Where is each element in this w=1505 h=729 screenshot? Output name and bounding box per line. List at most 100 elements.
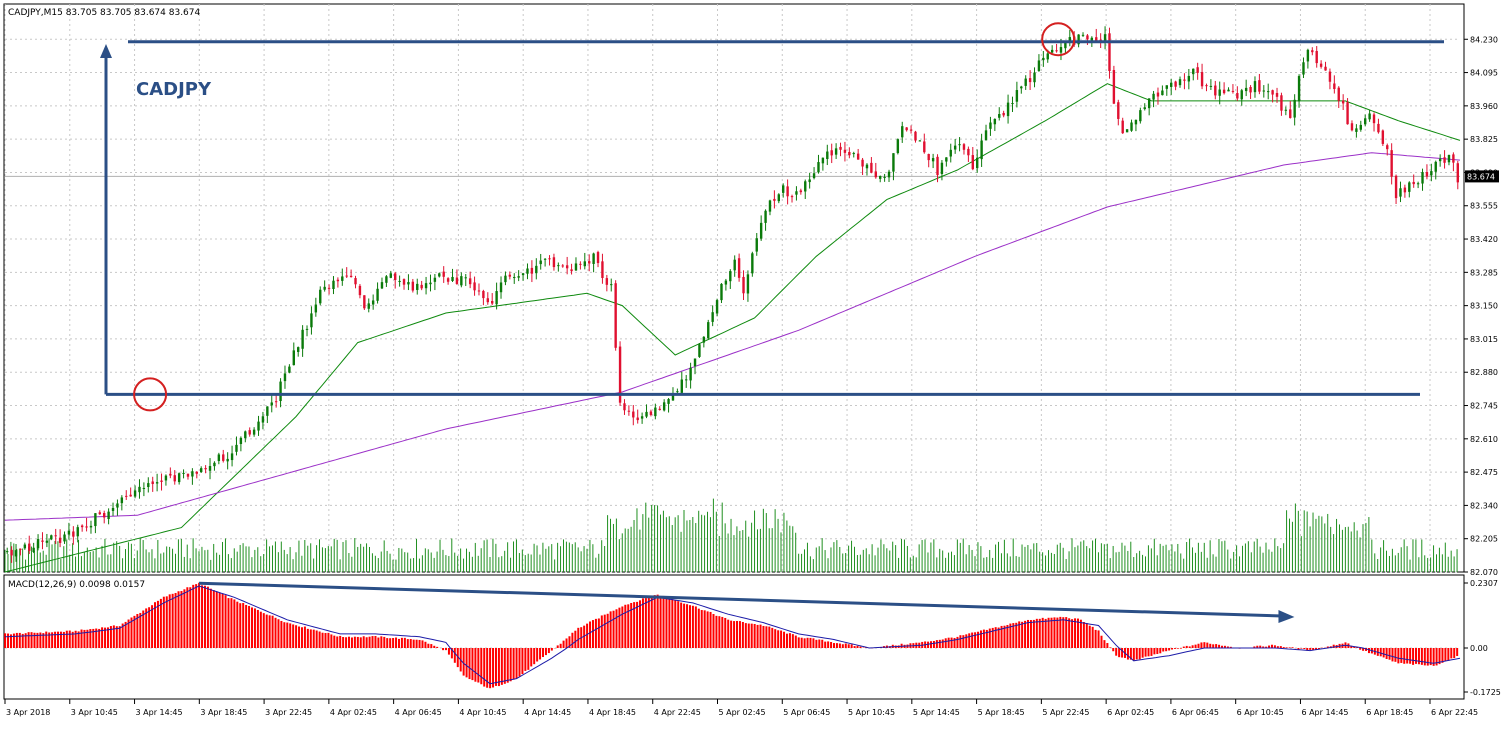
candle-body [1457,163,1459,182]
macd-bar [1092,627,1094,648]
macd-bar [219,593,221,648]
candle-body [1249,87,1251,92]
y-tick-label: 83.285 [1470,268,1498,277]
macd-bar [4,633,6,648]
candle-body [279,382,281,401]
candle-body [1047,54,1049,60]
macd-bar [1033,620,1035,648]
candle-body [795,191,797,194]
macd-bar [389,638,391,648]
macd-bar [1053,617,1055,648]
macd-bar [1280,646,1282,648]
macd-bar [621,606,623,648]
y-tick-label: 83.555 [1470,202,1498,211]
macd-bar [313,630,315,648]
candle-body [1179,79,1181,85]
macd-bar [577,628,579,648]
macd-bar [724,618,726,648]
current-price-label: 83.674 [1467,172,1495,181]
candle-body [1161,91,1163,96]
macd-bar [295,625,297,648]
candle-body [482,291,484,298]
macd-bar [721,617,723,648]
candle-body [288,367,290,373]
candle-body [6,551,8,552]
candle-body [1051,50,1053,53]
candle-body [1135,120,1137,125]
candle-body [447,278,449,282]
candle-body [332,281,334,289]
candle-body [645,412,647,417]
candle-body [407,282,409,284]
macd-bar [1368,648,1370,653]
macd-bar [698,609,700,648]
candle-body [1395,176,1397,198]
macd-bar [477,648,479,683]
macd-bar [1071,619,1073,648]
candle-body [63,535,65,542]
candle-body [861,160,863,167]
macd-bar [1453,648,1455,658]
candle-body [892,153,894,171]
candle-body [1267,91,1269,92]
macd-bar [107,627,109,648]
macd-bar [410,639,412,648]
candle-body [350,276,352,277]
candle-body [1188,76,1190,82]
macd-bar [939,640,941,648]
macd-bar [754,624,756,648]
candle-body [1086,35,1088,39]
candle-body [473,282,475,290]
macd-bar [1380,648,1382,656]
candle-body [804,181,806,191]
candle-body [28,544,30,551]
macd-bar [1447,648,1449,661]
macd-bar [380,636,382,648]
macd-bar [1080,620,1082,648]
x-tick-label: 3 Apr 2018 [6,708,50,717]
macd-bar [489,648,491,688]
macd-bar [1127,648,1129,660]
candle-body [1373,114,1375,123]
macd-bar [186,587,188,648]
candle-body [1351,123,1353,130]
macd-bar [345,637,347,648]
macd-bar [1100,636,1102,648]
x-tick-label: 4 Apr 06:45 [395,708,442,717]
candle-body [548,258,550,259]
macd-bar [1021,622,1023,648]
macd-bar [1444,648,1446,661]
macd-bar [395,638,397,648]
macd-bar [277,619,279,648]
candle-body [103,513,105,517]
macd-bar [201,585,203,648]
macd-bar [471,648,473,680]
candle-body [989,123,991,129]
candle-body [575,263,577,270]
candle-body [998,114,1000,118]
candle-body [817,162,819,172]
macd-bar [604,615,606,648]
macd-bar [13,634,15,648]
y-tick-label: 84.230 [1470,35,1498,44]
candle-body [1020,87,1022,89]
macd-bar [645,598,647,648]
x-tick-label: 6 Apr 06:45 [1172,708,1219,717]
candle-body [967,149,969,155]
candle-body [174,475,176,481]
macd-bar [745,623,747,648]
macd-bar [624,605,626,648]
candle-body [1201,72,1203,86]
macd-bar [804,638,806,648]
candle-body [37,539,39,548]
macd-bar [366,637,368,648]
candle-body [266,406,268,415]
candle-body [588,261,590,263]
macd-bar [956,637,958,648]
macd-bar [1203,642,1205,648]
macd-bar [1300,648,1302,649]
macd-bar [283,622,285,648]
candle-body [1025,79,1027,86]
candle-body [99,512,101,514]
macd-bar [518,648,520,676]
